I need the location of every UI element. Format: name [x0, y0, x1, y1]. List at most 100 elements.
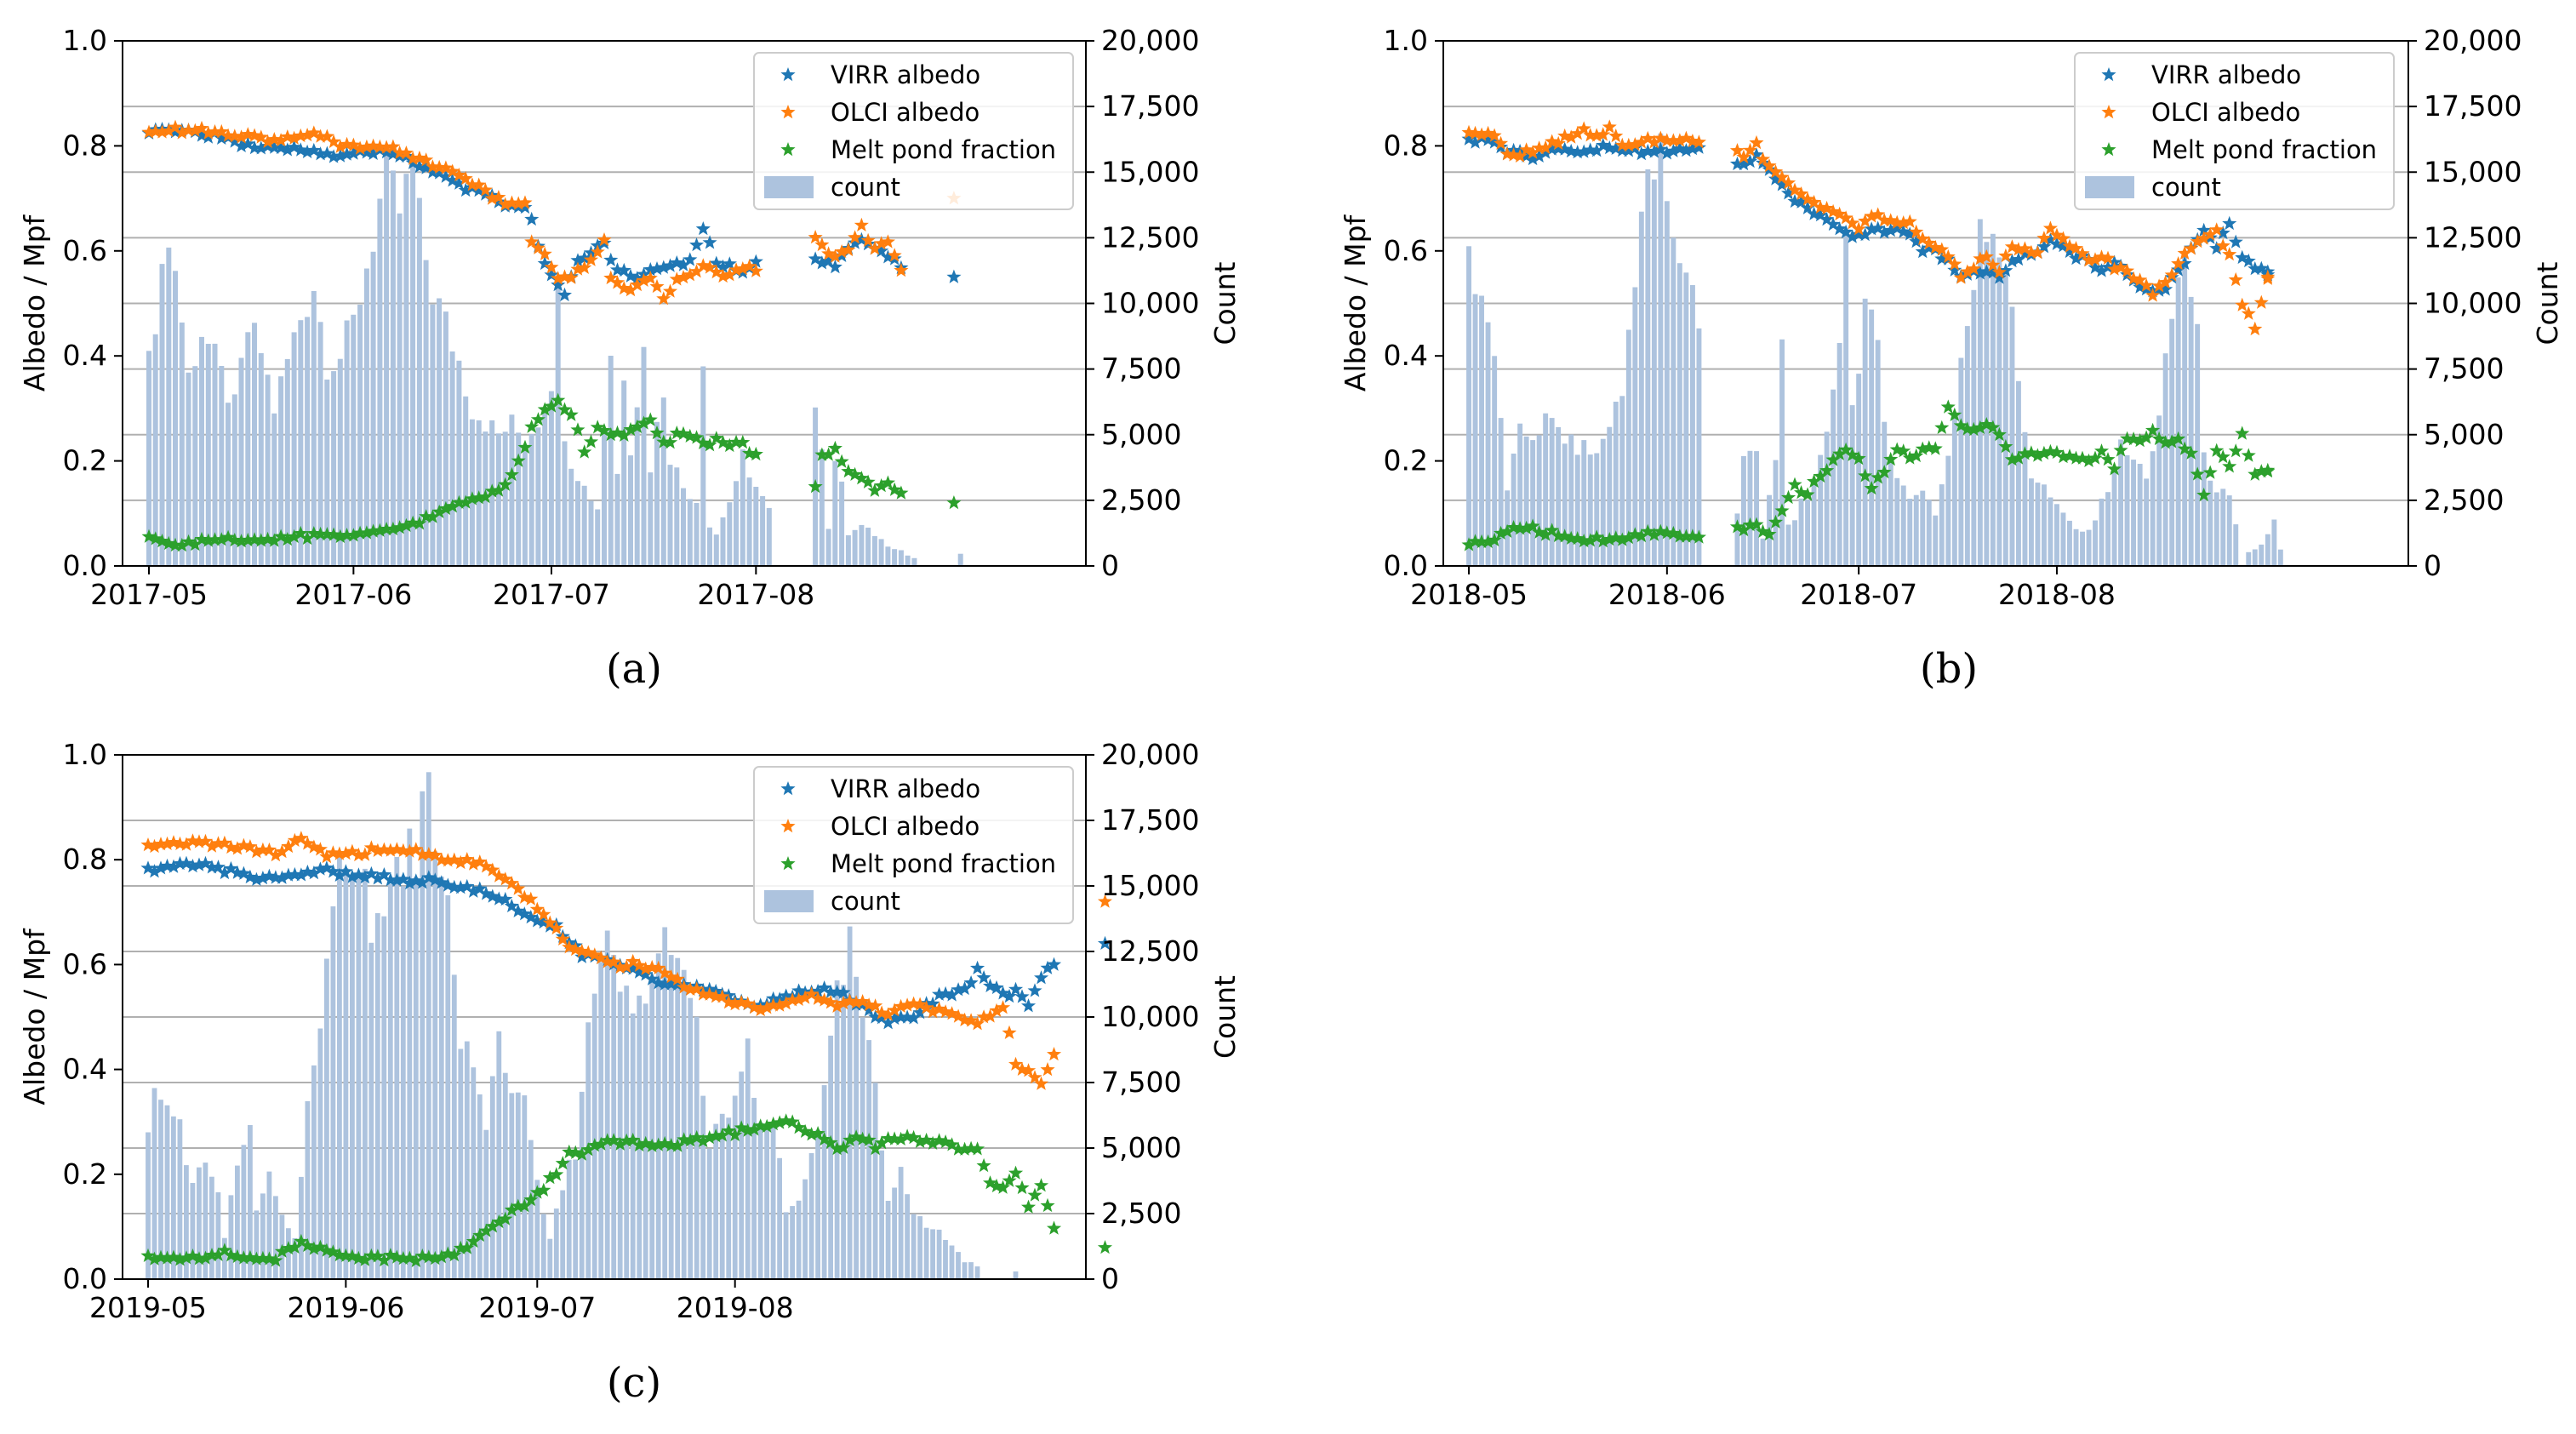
virr-point — [517, 906, 532, 921]
mpf-point — [1991, 426, 2007, 442]
virr-point — [1468, 134, 1483, 149]
olci-point — [631, 957, 647, 972]
x-tick-label: 2018-05 — [1410, 578, 1528, 611]
count-bar — [1479, 295, 1484, 566]
mpf-point — [319, 527, 334, 541]
olci-point — [1532, 140, 1547, 155]
olci-point — [2011, 242, 2026, 256]
virr-point — [153, 860, 168, 875]
mpf-point — [823, 1134, 838, 1149]
mpf-point — [1807, 473, 1822, 488]
mpf-point — [1563, 530, 1579, 545]
olci-point — [563, 270, 579, 284]
olci-point — [146, 838, 162, 854]
count-bar — [956, 1252, 961, 1279]
virr-point — [517, 199, 533, 214]
virr-point — [1838, 224, 1853, 239]
mpf-point — [425, 509, 440, 523]
olci-point — [887, 1003, 902, 1017]
count-bar — [449, 351, 455, 566]
count-bar — [456, 360, 462, 566]
count-bar — [1498, 418, 1504, 566]
virr-point — [293, 142, 308, 157]
mpf-point — [287, 528, 302, 544]
virr-point — [669, 255, 684, 270]
virr-point — [1002, 988, 1017, 1003]
mpf-point — [946, 495, 962, 510]
virr-point — [471, 182, 487, 197]
olci-point — [1563, 129, 1579, 144]
virr-point — [478, 886, 494, 900]
virr-point — [217, 865, 232, 880]
legend: VIRR albedo OLCI albedo Melt pond fraction… — [753, 766, 1074, 924]
legend-virr-label: VIRR albedo — [831, 60, 980, 89]
count-bar — [2233, 524, 2239, 566]
mpf-point — [2190, 466, 2205, 481]
olci-point — [1678, 130, 1694, 145]
count-bar — [892, 549, 898, 566]
virr-point — [440, 877, 455, 892]
mpf-point — [1787, 477, 1802, 491]
mpf-point — [2253, 464, 2269, 478]
mpf-point — [201, 533, 216, 547]
count-bar — [598, 962, 604, 1279]
mpf-point — [1519, 520, 1534, 534]
count-bar — [2156, 415, 2162, 566]
olci-point — [536, 906, 551, 921]
mpf-point — [465, 491, 480, 506]
count-bar — [477, 1094, 483, 1279]
mpf-point — [220, 529, 236, 544]
mpf-point — [821, 447, 837, 461]
mpf-point — [179, 1250, 194, 1265]
count-bar — [764, 1126, 769, 1279]
olci-point — [2151, 278, 2167, 293]
left-tick-label: 0.8 — [63, 843, 107, 876]
olci-point — [1787, 182, 1802, 197]
virr-point — [2158, 282, 2173, 296]
count-bar — [299, 1176, 304, 1279]
olci-point — [1596, 127, 1611, 141]
count-bar — [2201, 452, 2207, 566]
mpf-point — [791, 1120, 807, 1134]
virr-point — [880, 249, 895, 264]
olci-point — [2196, 231, 2212, 245]
count-bar — [1939, 484, 1945, 566]
count-bar — [1875, 340, 1881, 566]
count-bar — [273, 1196, 278, 1279]
mpf-point — [2209, 443, 2225, 457]
olci-point — [261, 842, 277, 857]
olci-point — [217, 835, 232, 850]
mpf-point — [1973, 420, 1988, 435]
mpf-point — [722, 437, 737, 453]
olci-point — [537, 246, 552, 260]
olci-point — [676, 270, 691, 284]
mpf-point — [1876, 465, 1892, 479]
mpf-point — [1896, 443, 1911, 458]
mpf-point — [396, 1251, 411, 1265]
count-bar — [171, 1116, 176, 1279]
olci-point — [606, 954, 621, 968]
count-bar — [420, 791, 426, 1279]
virr-point — [827, 259, 842, 274]
virr-point — [485, 888, 500, 903]
olci-point — [1097, 894, 1112, 908]
count-bar — [1741, 455, 1746, 566]
virr-point — [2215, 226, 2230, 240]
mpf-point — [551, 392, 566, 407]
olci-point — [549, 920, 564, 935]
olci-point — [1838, 210, 1853, 225]
count-bar — [426, 772, 431, 1279]
olci-point — [1807, 194, 1822, 209]
mpf-point — [1985, 420, 2001, 434]
legend-olci-marker — [780, 819, 796, 833]
count-bar — [923, 1227, 929, 1279]
mpf-point — [312, 1239, 328, 1254]
olci-point — [836, 995, 851, 1010]
olci-point — [557, 269, 572, 283]
olci-point — [453, 854, 468, 870]
count-bar — [394, 857, 400, 1279]
count-bar — [463, 396, 469, 566]
mpf-point — [274, 1243, 289, 1258]
olci-point — [1883, 213, 1899, 227]
olci-point — [273, 133, 288, 147]
